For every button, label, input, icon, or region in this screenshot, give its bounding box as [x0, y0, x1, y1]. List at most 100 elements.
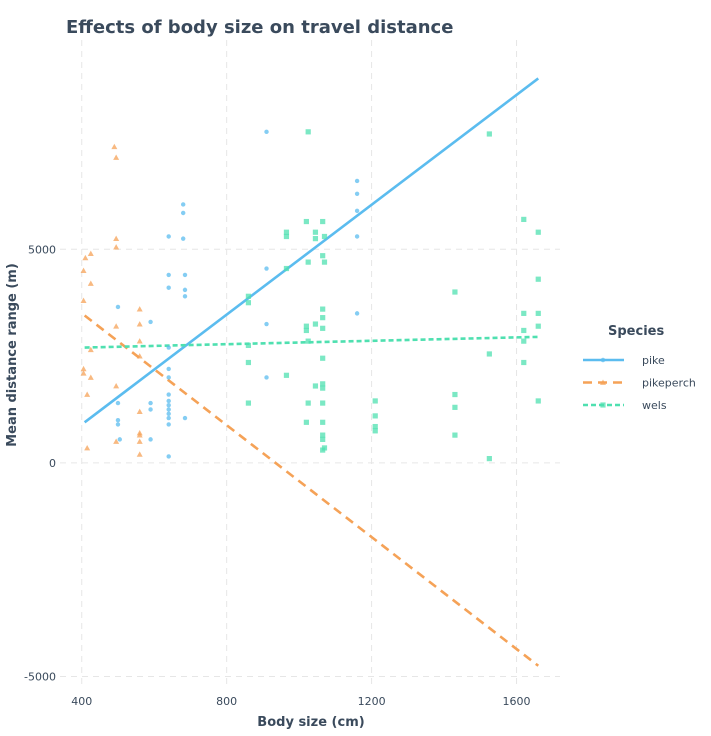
wels-point [245, 293, 252, 299]
wels-point [321, 259, 328, 265]
pikeperch-point [136, 451, 143, 457]
y-tick-label: 0 [49, 457, 56, 470]
pikeperch-point [80, 267, 87, 274]
wels-point [535, 276, 541, 282]
pike-point [182, 415, 188, 421]
trend-lines [83, 77, 540, 667]
legend-swatch-marker [600, 379, 606, 385]
pikeperch-point [80, 297, 87, 303]
pikeperch-point [113, 383, 120, 389]
wels-trend-line [84, 335, 539, 349]
pike-point [182, 287, 188, 293]
pikeperch-point [136, 338, 143, 344]
series-pike [115, 129, 360, 459]
pike-point [354, 311, 360, 316]
wels-point [305, 338, 311, 344]
wels-point [312, 383, 319, 389]
wels-point [245, 300, 252, 306]
pikeperch-point [136, 408, 143, 415]
pikeperch-point [84, 444, 91, 451]
pike-point [166, 403, 171, 408]
wels-point [312, 236, 319, 242]
wels-point [303, 323, 309, 329]
x-tick-label: 1600 [503, 695, 531, 708]
pike-point [264, 129, 269, 135]
wels-point [535, 323, 541, 329]
pike-point [115, 304, 121, 310]
pike-trend-line [83, 77, 540, 424]
legend-label: wels [642, 399, 667, 412]
pike-point [148, 319, 153, 325]
y-axis-label: Mean distance range (m) [5, 263, 20, 447]
pikeperch-point [136, 438, 143, 444]
wels-point [320, 419, 326, 425]
wels-point [303, 327, 309, 334]
wels-point [321, 445, 328, 451]
wels-point [305, 259, 311, 265]
wels-point [521, 216, 527, 223]
pikeperch-point [136, 353, 143, 359]
legend-label: pikeperch [642, 377, 696, 390]
wels-point [452, 404, 458, 410]
legend-item-pike: pike [583, 354, 665, 367]
pike-point [148, 400, 153, 406]
wels-point [486, 131, 492, 137]
wels-point [535, 229, 541, 235]
wels-point [320, 325, 326, 331]
pikeperch-point [136, 306, 143, 312]
pikeperch-point [113, 244, 120, 250]
wels-point [486, 456, 492, 462]
pike-point [354, 191, 360, 196]
pike-point [354, 208, 360, 214]
pike-point [115, 422, 121, 427]
pike-point [115, 417, 121, 423]
wels-point [320, 385, 326, 391]
pikeperch-point [87, 346, 94, 353]
pike-point [166, 234, 171, 239]
wels-point [372, 413, 378, 419]
x-axis-ticks: 400 800 1200 1600 [71, 695, 530, 708]
pikeperch-point [136, 321, 143, 327]
pikeperch-point [87, 280, 94, 286]
wels-point [320, 315, 326, 321]
x-tick-label: 800 [216, 695, 237, 708]
grid [60, 40, 560, 685]
pikeperch-point [113, 323, 120, 329]
pike-point [166, 422, 171, 427]
pike-point [148, 437, 153, 442]
wels-point [305, 400, 311, 406]
wels-point [303, 419, 309, 425]
wels-point [320, 436, 326, 442]
pike-point [117, 437, 122, 442]
pike-point [182, 272, 188, 278]
wels-point [245, 359, 252, 366]
wels-point [283, 265, 290, 272]
pikeperch-point [136, 432, 143, 438]
pike-point [166, 366, 171, 372]
series-wels [245, 129, 541, 462]
wels-point [521, 327, 527, 334]
pikeperch-point [111, 143, 118, 150]
legend-title: Species [608, 324, 664, 339]
pike-point [166, 392, 171, 397]
wels-point [521, 310, 527, 316]
wels-point [452, 391, 458, 398]
wels-point [372, 423, 378, 430]
pike-point [264, 375, 269, 380]
wels-point [320, 218, 326, 225]
pike-point [354, 234, 360, 239]
wels-point [486, 351, 492, 357]
pikeperch-point [84, 391, 91, 397]
wels-point [535, 398, 541, 404]
pike-point [166, 345, 171, 350]
wels-point [320, 355, 326, 361]
pike-point [166, 454, 171, 459]
wels-point [452, 432, 458, 438]
wels-point [452, 289, 458, 295]
wels-point [283, 233, 290, 240]
x-tick-label: 1200 [358, 695, 386, 708]
wels-point [312, 229, 319, 235]
wels-point [521, 359, 527, 366]
wels-point [320, 432, 326, 438]
